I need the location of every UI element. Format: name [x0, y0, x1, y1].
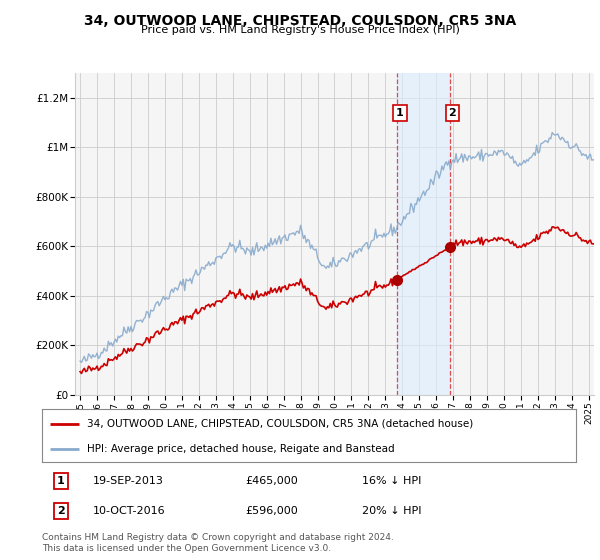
Text: 1: 1 — [396, 108, 404, 118]
Text: £596,000: £596,000 — [245, 506, 298, 516]
Text: 2: 2 — [57, 506, 65, 516]
Text: 19-SEP-2013: 19-SEP-2013 — [93, 476, 164, 486]
Text: 34, OUTWOOD LANE, CHIPSTEAD, COULSDON, CR5 3NA: 34, OUTWOOD LANE, CHIPSTEAD, COULSDON, C… — [84, 14, 516, 28]
Text: 2: 2 — [448, 108, 456, 118]
Text: 34, OUTWOOD LANE, CHIPSTEAD, COULSDON, CR5 3NA (detached house): 34, OUTWOOD LANE, CHIPSTEAD, COULSDON, C… — [88, 419, 473, 429]
Text: 20% ↓ HPI: 20% ↓ HPI — [362, 506, 422, 516]
Text: 10-OCT-2016: 10-OCT-2016 — [93, 506, 166, 516]
Text: 16% ↓ HPI: 16% ↓ HPI — [362, 476, 422, 486]
Text: Price paid vs. HM Land Registry's House Price Index (HPI): Price paid vs. HM Land Registry's House … — [140, 25, 460, 35]
Text: Contains HM Land Registry data © Crown copyright and database right 2024.
This d: Contains HM Land Registry data © Crown c… — [42, 533, 394, 553]
Text: £465,000: £465,000 — [245, 476, 298, 486]
Text: 1: 1 — [57, 476, 65, 486]
Text: HPI: Average price, detached house, Reigate and Banstead: HPI: Average price, detached house, Reig… — [88, 444, 395, 454]
